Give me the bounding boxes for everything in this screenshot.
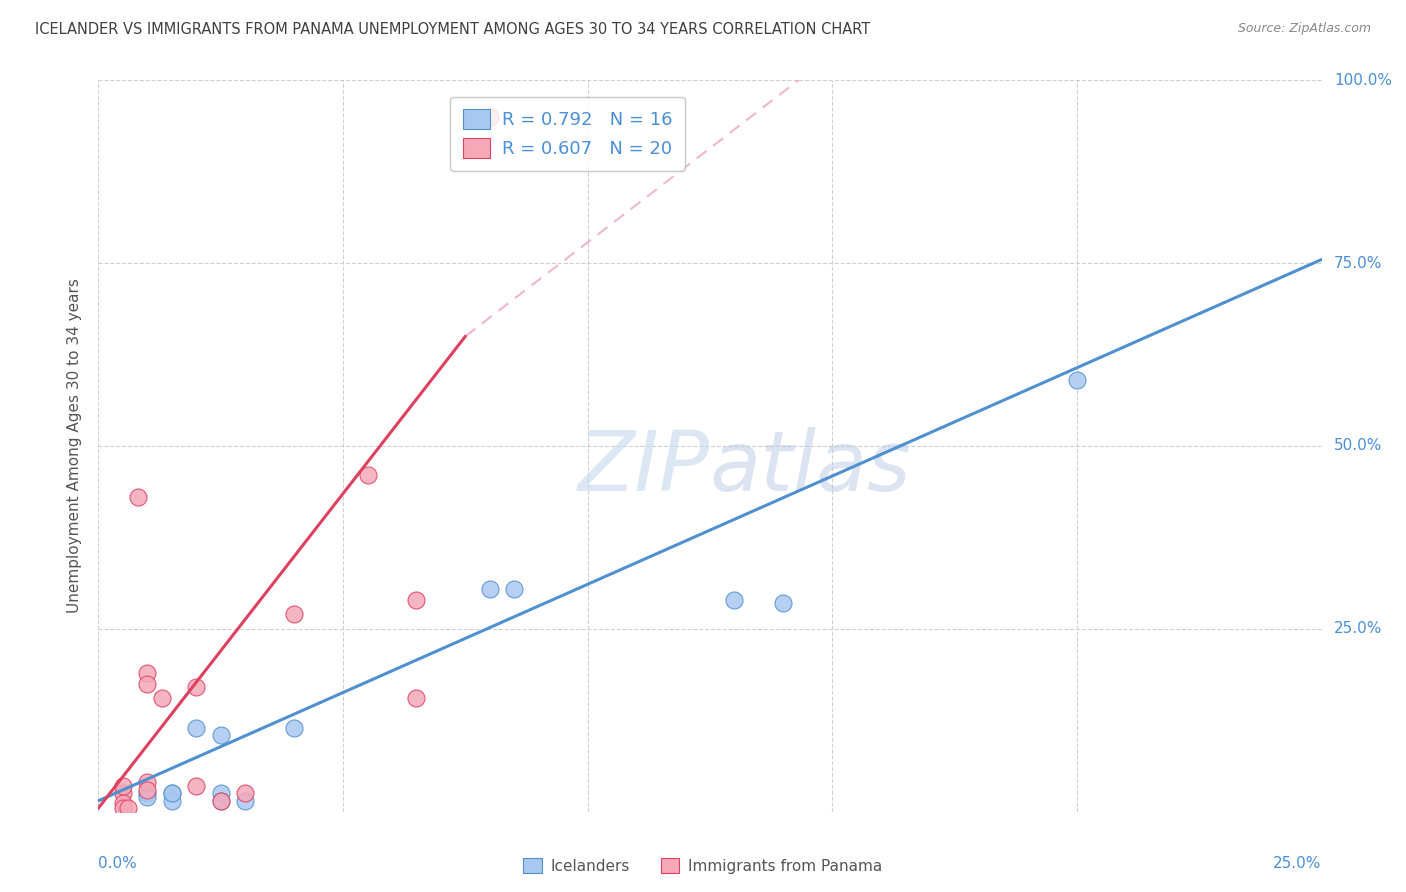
Point bbox=[127, 490, 149, 504]
Point bbox=[478, 110, 501, 124]
Point bbox=[111, 796, 134, 810]
Point bbox=[772, 596, 794, 610]
Point bbox=[186, 779, 208, 793]
Point bbox=[136, 787, 159, 801]
Point bbox=[283, 721, 305, 735]
Point bbox=[136, 790, 159, 805]
Text: atlas: atlas bbox=[710, 427, 911, 508]
Point bbox=[160, 794, 183, 808]
Point bbox=[136, 676, 159, 690]
Point bbox=[160, 787, 183, 801]
Text: 75.0%: 75.0% bbox=[1334, 256, 1382, 270]
Point bbox=[111, 787, 134, 801]
Point bbox=[723, 592, 745, 607]
Point bbox=[233, 787, 256, 801]
Point bbox=[186, 721, 208, 735]
Point bbox=[209, 794, 232, 808]
Text: 100.0%: 100.0% bbox=[1334, 73, 1392, 87]
Text: ICELANDER VS IMMIGRANTS FROM PANAMA UNEMPLOYMENT AMONG AGES 30 TO 34 YEARS CORRE: ICELANDER VS IMMIGRANTS FROM PANAMA UNEM… bbox=[35, 22, 870, 37]
Text: 50.0%: 50.0% bbox=[1334, 439, 1382, 453]
Point bbox=[356, 468, 378, 483]
Point bbox=[186, 681, 208, 695]
Point bbox=[136, 775, 159, 789]
Point bbox=[111, 779, 134, 793]
Legend: R = 0.792   N = 16, R = 0.607   N = 20: R = 0.792 N = 16, R = 0.607 N = 20 bbox=[450, 96, 686, 170]
Point bbox=[233, 794, 256, 808]
Point bbox=[136, 665, 159, 680]
Point bbox=[209, 787, 232, 801]
Point bbox=[209, 728, 232, 742]
Y-axis label: Unemployment Among Ages 30 to 34 years: Unemployment Among Ages 30 to 34 years bbox=[67, 278, 83, 614]
Point bbox=[117, 801, 139, 815]
Text: 0.0%: 0.0% bbox=[98, 855, 138, 871]
Point bbox=[478, 582, 501, 596]
Point bbox=[405, 691, 427, 706]
Text: 25.0%: 25.0% bbox=[1334, 622, 1382, 636]
Text: 25.0%: 25.0% bbox=[1274, 855, 1322, 871]
Text: ZIP: ZIP bbox=[578, 427, 710, 508]
Point bbox=[150, 691, 173, 706]
Point bbox=[1066, 373, 1088, 387]
Text: Source: ZipAtlas.com: Source: ZipAtlas.com bbox=[1237, 22, 1371, 36]
Point bbox=[405, 592, 427, 607]
Point bbox=[209, 794, 232, 808]
Legend: Icelanders, Immigrants from Panama: Icelanders, Immigrants from Panama bbox=[517, 852, 889, 880]
Point bbox=[111, 801, 134, 815]
Point bbox=[283, 607, 305, 622]
Point bbox=[160, 787, 183, 801]
Point bbox=[503, 582, 526, 596]
Point bbox=[136, 782, 159, 797]
